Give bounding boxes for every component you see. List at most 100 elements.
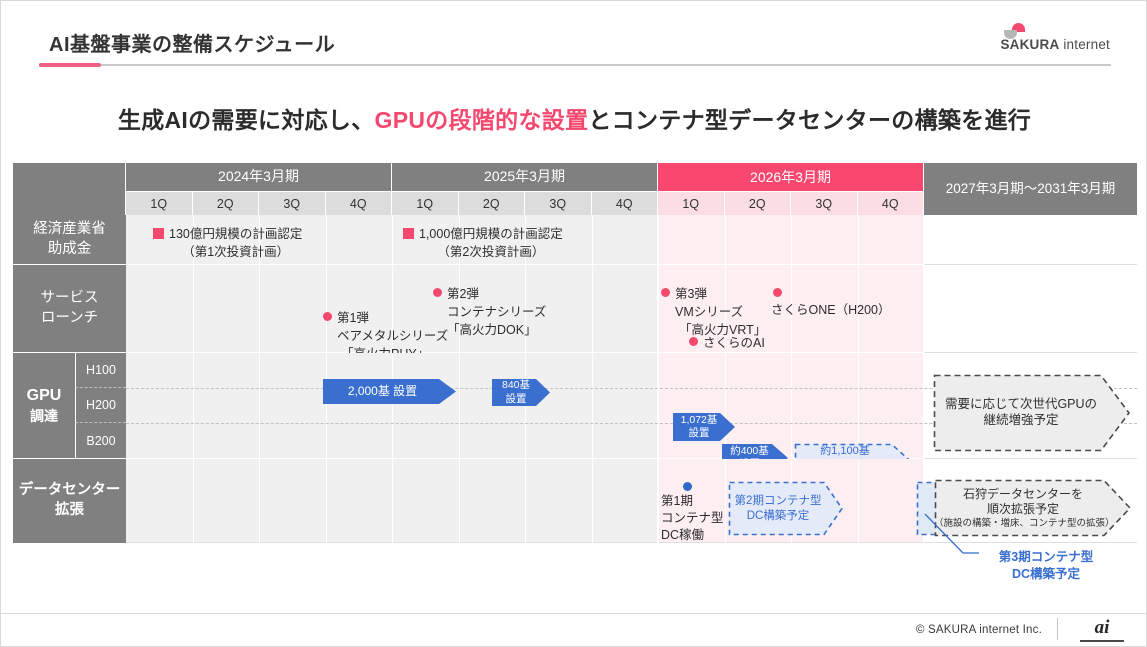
row-label-gpu-line2: 調達 — [29, 407, 58, 424]
quarter-header-2024-2q: 2Q — [192, 192, 259, 215]
row-label-subsidy: 経済産業省 助成金 — [13, 215, 126, 265]
service-marker-1-icon — [323, 312, 332, 321]
quarter-header-2026-4q: 4Q — [857, 192, 924, 215]
header-divider — [39, 64, 1111, 66]
row-service-gridlines — [126, 265, 924, 353]
footer-divider — [1, 613, 1147, 614]
service-marker-5-icon — [689, 337, 698, 346]
service-item-5-label: さくらのAI — [703, 336, 765, 350]
service-launch-item-4: さくらONE（H200） — [771, 285, 890, 319]
logo-text: SAKURA internet — [1000, 37, 1110, 52]
header-accent-bar — [39, 63, 101, 67]
subsidy-item-1-line2: （第1次投資計画） — [182, 245, 290, 260]
callout-phase3-text: 第3期コンテナ型 DC構築予定 — [956, 549, 1136, 583]
callout-line2: DC構築予定 — [1011, 566, 1081, 581]
service-item-4-label: さくらONE（H200） — [771, 303, 891, 318]
service-launch-item-3: 第3弾 VMシリーズ 「高火力VRT」 — [661, 285, 766, 339]
fiscal-year-header-2025: 2025年3月期 — [392, 163, 658, 192]
row-label-service-line1: サービス — [40, 289, 99, 306]
service-launch-item-5: さくらのAI — [689, 334, 765, 352]
subsidy-item-1: 130億円規模の計画認定 （第1次投資計画） — [153, 225, 302, 261]
logo-text-strong: SAKURA — [1000, 37, 1060, 52]
ai-mark-icon: ai — [1094, 617, 1110, 638]
quarter-header-2025-1q: 1Q — [392, 192, 459, 215]
subsidy-item-2-line1: 1,000億円規模の計画認定 — [419, 227, 563, 241]
service-item-2-line3: 「高火力DOK」 — [447, 323, 537, 338]
quarter-header-2025-2q: 2Q — [458, 192, 525, 215]
footer-separator — [1057, 618, 1058, 640]
row-label-gpu: GPU 調達 — [13, 353, 75, 459]
gpu-arrow-h100-2000: 2,000基 設置 — [323, 379, 456, 404]
service-item-1-line1: 第1弾 — [337, 311, 369, 325]
service-marker-2-icon — [433, 288, 442, 297]
row-subsidy-gridlines — [126, 215, 924, 265]
lead-statement: 生成AIの需要に対応し、GPUの段階的な設置とコンテナ型データセンターの構築を進… — [1, 101, 1147, 135]
service-item-2-line2: コンテナシリーズ — [447, 305, 547, 320]
dc-phase1-line2: コンテナ型 — [661, 510, 724, 525]
dc-phase1-line1: 第1期 — [661, 494, 693, 508]
row-label-service-line2: ローンチ — [40, 309, 99, 326]
logo-text-rest: internet — [1059, 37, 1110, 52]
arrow-shape — [728, 481, 843, 536]
fiscal-year-header-2026: 2026年3月期 — [658, 163, 924, 192]
arrow-shape — [934, 479, 1132, 537]
service-marker-3-icon — [661, 288, 670, 297]
lead-part2: とコンテナ型データセンターの構築を進行 — [588, 107, 1032, 133]
dc-phase1-marker — [683, 479, 692, 497]
gpu-arrow-future: 需要に応じて次世代GPUの 継続増強予定 — [933, 374, 1131, 452]
dc-phase1-line3: DC稼働 — [661, 527, 705, 542]
service-item-3-line2: VMシリーズ — [675, 305, 744, 320]
lead-part1: 生成AIの需要に対応し、 — [117, 107, 375, 133]
dc-phase1: 第1期 コンテナ型 DC稼働 — [661, 493, 724, 544]
footer-copyright: © SAKURA internet Inc. — [915, 624, 1042, 636]
subsidy-marker-2-icon — [403, 228, 414, 239]
dc-arrow-phase2: 第2期コンテナ型 DC構築予定 — [728, 481, 844, 536]
callout-line1: 第3期コンテナ型 — [998, 550, 1094, 564]
arrow-shape — [492, 379, 550, 406]
row-label-dc-line2: 拡張 — [55, 502, 84, 518]
quarter-header-2026-2q: 2Q — [724, 192, 791, 215]
gpu-arrow-h100-840: 840基 設置 — [492, 379, 550, 406]
lead-highlight: GPUの段階的な設置 — [374, 107, 589, 133]
gpu-arrow-h200-1072: 1,072基 設置 — [673, 413, 735, 441]
gpu-sublabel-h200: H200 — [75, 388, 126, 423]
service-item-1-line2: ベアメタルシリーズ — [337, 329, 449, 344]
subsidy-item-1-line1: 130億円規模の計画認定 — [169, 227, 303, 241]
row-label-subsidy-line2: 助成金 — [47, 240, 92, 257]
row-label-subsidy-line1: 経済産業省 — [33, 220, 106, 237]
service-item-3-line1: 第3弾 — [675, 287, 707, 301]
arrow-shape — [933, 374, 1130, 452]
subsidy-item-2: 1,000億円規模の計画認定 （第2次投資計画） — [403, 225, 563, 261]
sakura-internet-logo: SAKURA internet — [1000, 23, 1110, 52]
row-subsidy-cells-future — [924, 215, 1137, 265]
row-label-service-launch: サービス ローンチ — [13, 265, 126, 353]
dc-phase1-dot-icon — [683, 482, 692, 491]
service-item-2-line1: 第2弾 — [447, 287, 479, 301]
gpu-sublabel-h100: H100 — [75, 353, 126, 388]
sakura-logo-icon — [1004, 23, 1026, 39]
quarter-header-2024-3q: 3Q — [259, 192, 326, 215]
quarter-header-2026-1q: 1Q — [658, 192, 725, 215]
row-label-dc-line1: データセンター — [18, 482, 121, 499]
row-label-gpu-line1: GPU — [26, 387, 62, 405]
row-gpu-gridlines — [126, 353, 924, 459]
subsidy-marker-1-icon — [153, 228, 164, 239]
service-launch-item-2: 第2弾 コンテナシリーズ 「高火力DOK」 — [433, 285, 546, 339]
ai-mark-underline — [1080, 640, 1124, 642]
quarter-header-2026-3q: 3Q — [791, 192, 858, 215]
table-corner-blank — [13, 163, 126, 215]
quarter-header-2025-4q: 4Q — [591, 192, 658, 215]
schedule-table: 2024年3月期 2025年3月期 2026年3月期 2027年3月期～2031… — [13, 163, 1137, 547]
row-label-datacenter: データセンター 拡張 — [13, 459, 126, 543]
subsidy-item-2-line2: （第2次投資計画） — [437, 245, 545, 260]
quarter-header-2025-3q: 3Q — [525, 192, 592, 215]
row-service-cells-future — [924, 265, 1137, 353]
fiscal-year-header-2024: 2024年3月期 — [126, 163, 392, 192]
quarter-header-2024-4q: 4Q — [325, 192, 392, 215]
quarter-header-2024-1q: 1Q — [126, 192, 193, 215]
fiscal-year-header-future: 2027年3月期～2031年3月期 — [924, 163, 1137, 215]
arrow-shape — [673, 413, 735, 441]
service-item-3-line3: 「高火力VRT」 — [679, 323, 767, 338]
arrow-shape — [323, 379, 456, 404]
